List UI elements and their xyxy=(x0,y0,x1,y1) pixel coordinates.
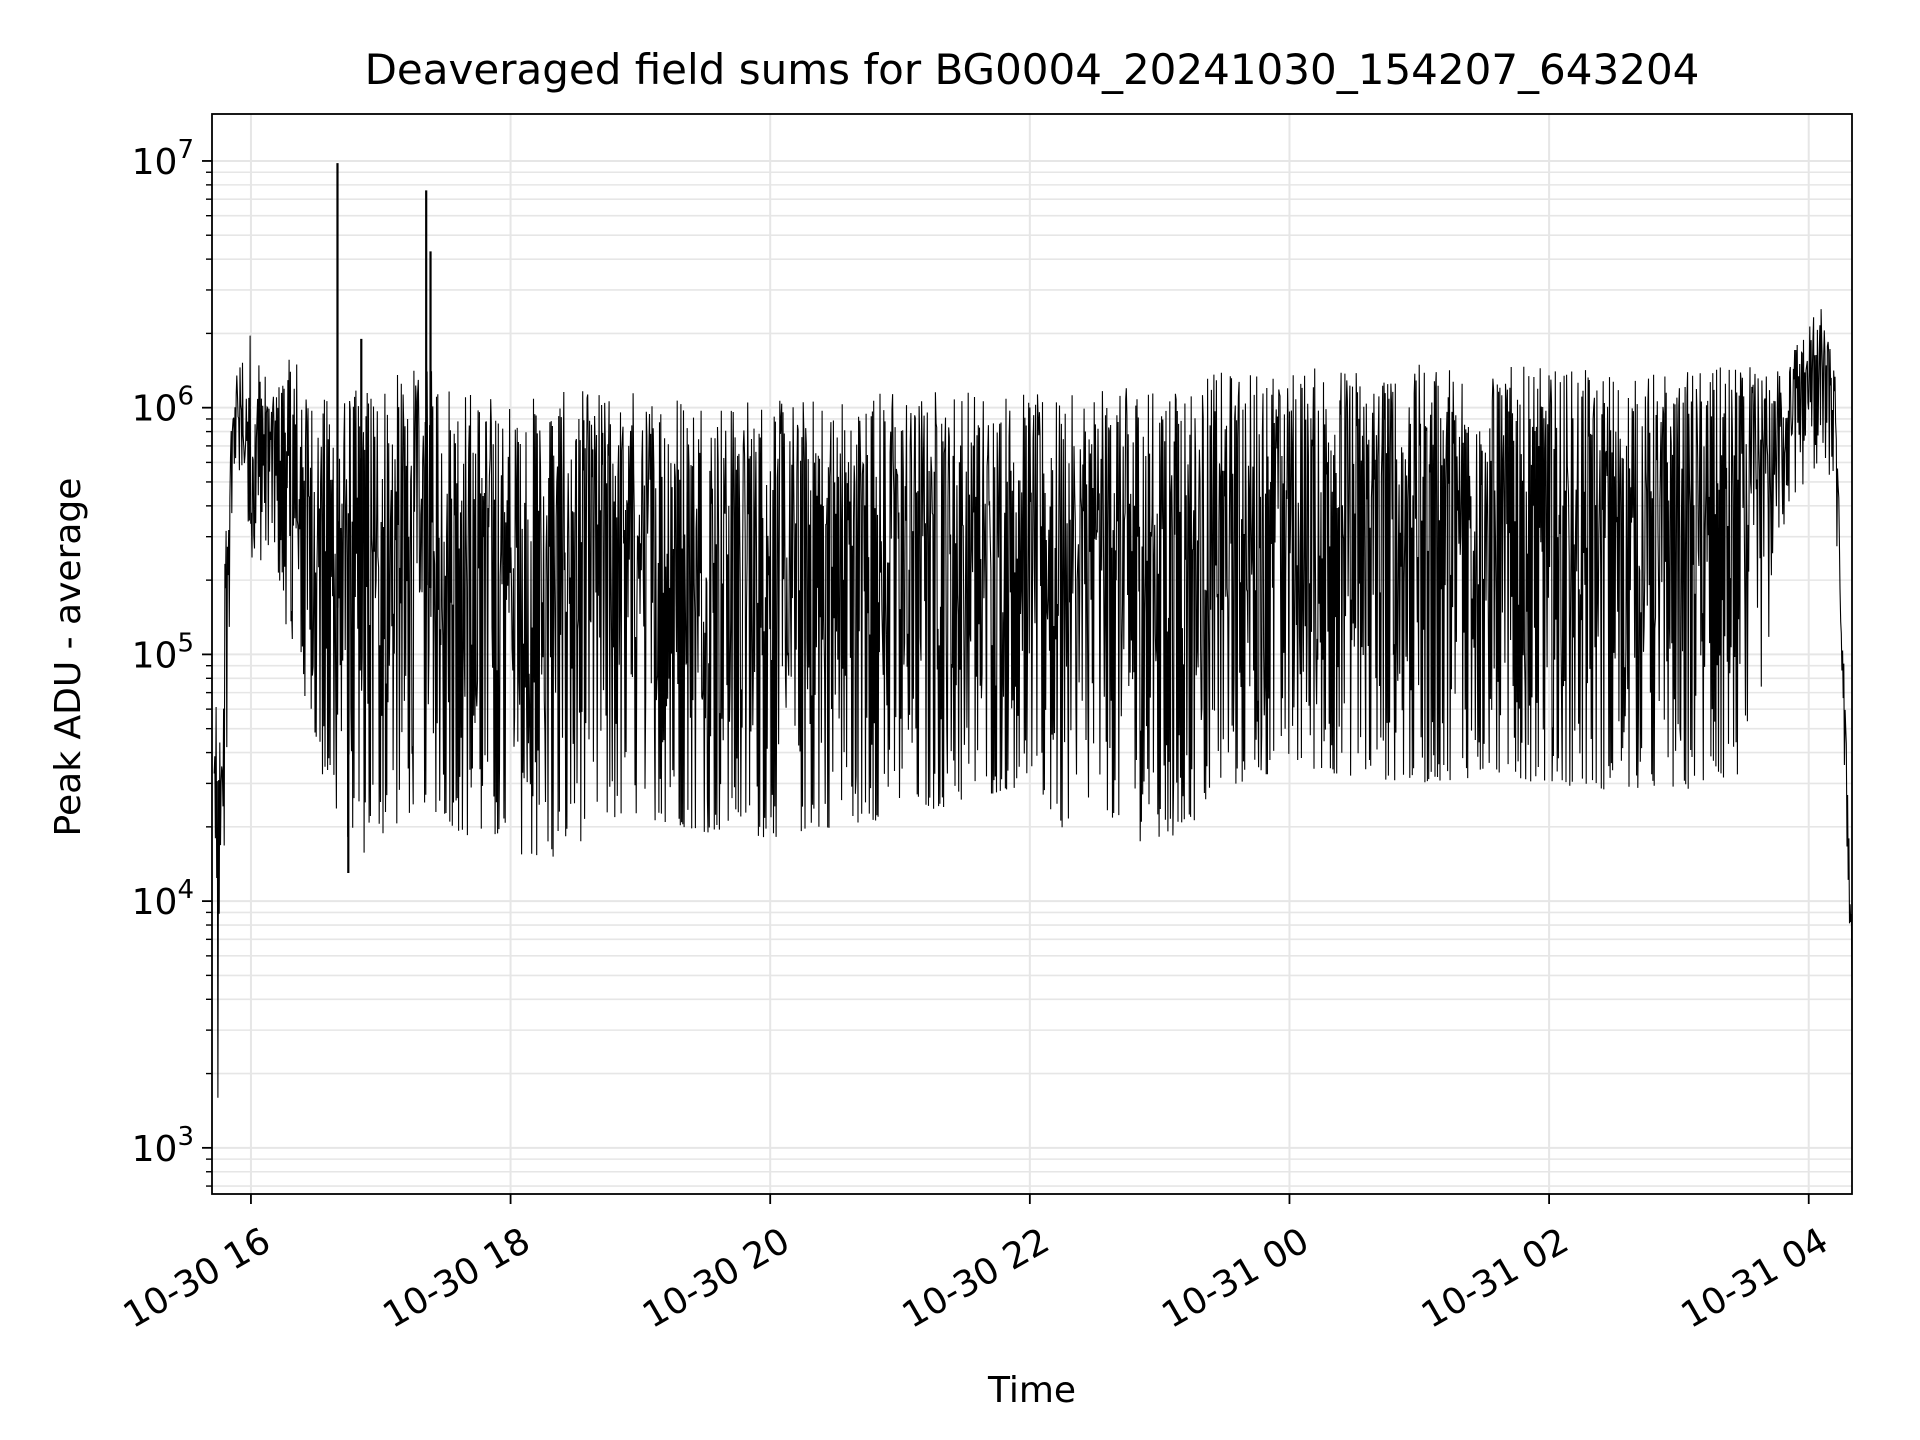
x-axis-label: Time xyxy=(987,1370,1076,1411)
series-line xyxy=(213,309,1853,1098)
x-tick-label: 10-30 22 xyxy=(896,1220,1057,1336)
x-tick-label: 10-30 20 xyxy=(636,1220,797,1336)
y-axis: 103 104 105 106 107 xyxy=(132,135,212,1187)
x-tick-label: 10-31 02 xyxy=(1415,1220,1576,1336)
chart-title: Deaveraged field sums for BG0004_2024103… xyxy=(365,45,1700,94)
x-tick-label: 10-31 04 xyxy=(1675,1220,1836,1336)
y-tick-label: 104 xyxy=(132,875,194,923)
y-tick-label: 106 xyxy=(132,382,194,430)
y-tick-label: 103 xyxy=(132,1122,194,1170)
x-tick-label: 10-30 16 xyxy=(117,1220,278,1336)
y-tick-label: 107 xyxy=(132,135,194,183)
series-group xyxy=(213,163,1853,1098)
y-tick-label: 105 xyxy=(132,628,194,676)
x-tick-label: 10-31 00 xyxy=(1155,1220,1316,1336)
x-tick-label: 10-30 18 xyxy=(376,1220,537,1336)
x-axis: 10-30 16 10-30 18 10-30 20 10-30 22 10-31 00… xyxy=(117,1194,1835,1337)
y-axis-label: Peak ADU - average xyxy=(48,478,89,837)
